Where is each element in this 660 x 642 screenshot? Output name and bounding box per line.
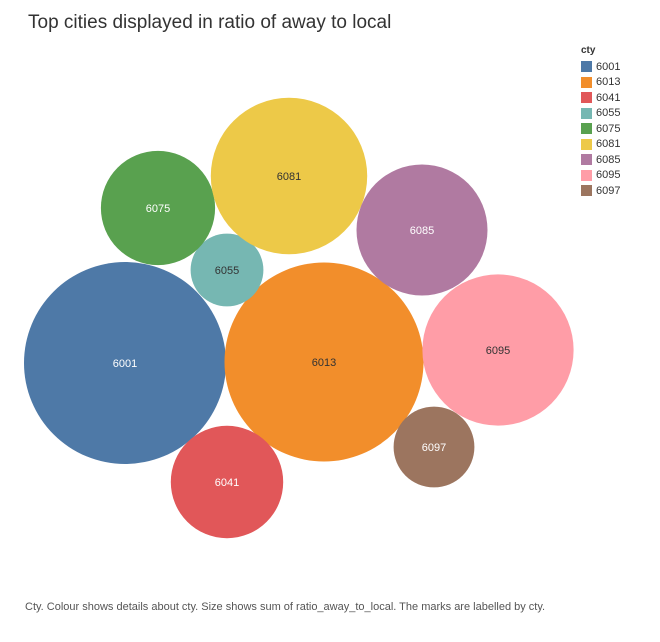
bubble-label: 6013	[312, 357, 336, 369]
legend-label: 6001	[596, 60, 621, 73]
legend-swatch	[581, 76, 592, 88]
legend-swatch	[581, 154, 592, 166]
legend-swatch	[581, 169, 592, 181]
bubble-label: 6001	[113, 358, 137, 370]
bubble-6085[interactable]: 6085	[356, 164, 488, 296]
bubble-6001[interactable]: 6001	[24, 262, 226, 464]
legend-swatch	[581, 61, 592, 73]
legend-label: 6095	[596, 169, 621, 182]
chart-caption: Cty. Colour shows details about cty. Siz…	[25, 601, 546, 613]
bubble-circle[interactable]	[393, 406, 475, 488]
legend-label: 6085	[596, 153, 621, 166]
legend-label: 6013	[596, 76, 621, 89]
legend-item-6095[interactable]: 6095	[581, 168, 651, 184]
legend-swatch	[581, 92, 592, 104]
legend-label: 6097	[596, 184, 621, 197]
legend-label: 6055	[596, 107, 621, 120]
legend: cty 6001 6013 6041 6055 6075 6081 6085 6095 6097	[581, 45, 651, 199]
bubble-circle[interactable]	[100, 150, 216, 266]
bubble-label: 6081	[277, 171, 301, 183]
legend-item-6055[interactable]: 6055	[581, 106, 651, 122]
bubble-circle[interactable]	[24, 262, 226, 464]
bubble-circle[interactable]	[422, 274, 574, 426]
legend-item-6075[interactable]: 6075	[581, 121, 651, 137]
bubble-label: 6097	[422, 442, 446, 454]
bubble-circle[interactable]	[210, 97, 368, 255]
legend-swatch	[581, 185, 592, 197]
bubble-label: 6095	[486, 345, 510, 357]
bubble-label: 6085	[410, 225, 434, 237]
bubble-6095[interactable]: 6095	[422, 274, 574, 426]
legend-swatch	[581, 138, 592, 150]
legend-label: 6081	[596, 138, 621, 151]
bubble-label: 6055	[215, 265, 239, 277]
legend-swatch	[581, 107, 592, 119]
legend-item-6013[interactable]: 6013	[581, 75, 651, 91]
bubble-circle[interactable]	[356, 164, 488, 296]
legend-item-6041[interactable]: 6041	[581, 90, 651, 106]
legend-label: 6041	[596, 91, 621, 104]
bubble-circle[interactable]	[190, 233, 264, 307]
bubble-6055[interactable]: 6055	[190, 233, 264, 307]
legend-item-6001[interactable]: 6001	[581, 59, 651, 75]
legend-item-6081[interactable]: 6081	[581, 137, 651, 153]
bubble-circle[interactable]	[170, 425, 284, 539]
bubble-6041[interactable]: 6041	[170, 425, 284, 539]
legend-item-6085[interactable]: 6085	[581, 152, 651, 168]
bubble-6013[interactable]: 6013	[224, 262, 424, 462]
bubble-6081[interactable]: 6081	[210, 97, 368, 255]
legend-items: 6001 6013 6041 6055 6075 6081 6085 6095 6097	[581, 59, 651, 199]
bubble-6075[interactable]: 6075	[100, 150, 216, 266]
bubble-6097[interactable]: 6097	[393, 406, 475, 488]
chart-title: Top cities displayed in ratio of away to…	[28, 12, 392, 33]
legend-swatch	[581, 123, 592, 135]
bubble-label: 6041	[215, 477, 239, 489]
bubble-circle[interactable]	[224, 262, 424, 462]
legend-item-6097[interactable]: 6097	[581, 183, 651, 199]
bubble-label: 6075	[146, 203, 170, 215]
legend-label: 6075	[596, 122, 621, 135]
legend-title: cty	[581, 45, 596, 56]
